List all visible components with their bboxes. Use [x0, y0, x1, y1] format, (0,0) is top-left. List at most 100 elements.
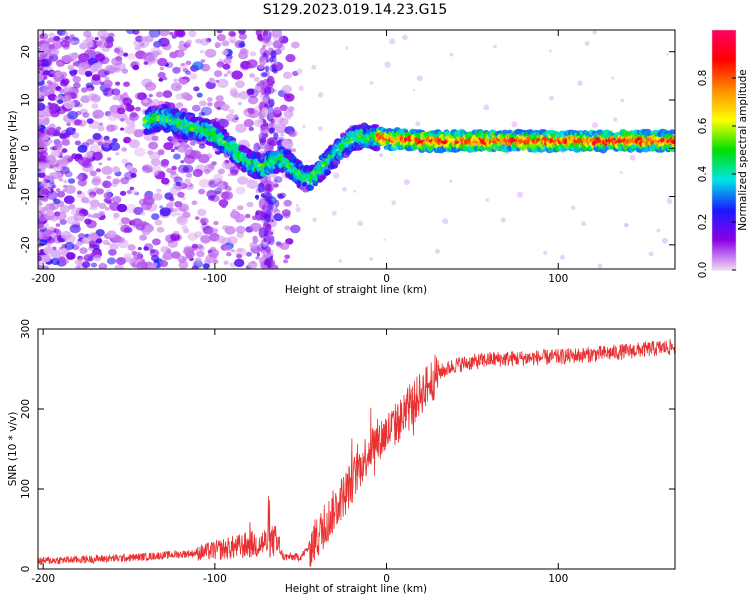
spectrogram-cell — [95, 53, 105, 62]
spectrogram-cell — [120, 127, 125, 131]
spectrogram-cell — [172, 66, 181, 74]
spectrogram-cell — [115, 81, 121, 86]
spectrogram-ridge-cell — [255, 152, 262, 157]
spectrogram-cell — [38, 131, 44, 140]
spectrogram-cell — [107, 112, 119, 122]
spectrogram-cell — [244, 213, 251, 219]
spectrogram-cell — [253, 142, 261, 153]
spectrogram-cell — [173, 230, 180, 236]
spectrogram-ridge-cell — [668, 129, 675, 135]
spectrogram-cell — [186, 39, 193, 45]
spectrogram-cell — [69, 34, 75, 39]
spectrogram-cell — [169, 197, 175, 202]
spectrogram-cell — [183, 145, 193, 153]
spectrogram-cell — [584, 41, 590, 46]
spectrogram-cell — [246, 251, 252, 257]
spectrogram-cell — [216, 61, 225, 68]
spectrogram-cell — [170, 82, 182, 92]
spectrogram-cell — [61, 139, 70, 146]
spectrogram-ridge-cell — [215, 123, 221, 128]
spectrogram-cell — [192, 104, 201, 112]
spectrogram-cell — [128, 139, 140, 149]
spectrogram-cell — [265, 191, 273, 203]
spectrogram-cell — [218, 199, 229, 207]
spectrogram-cell — [175, 181, 182, 187]
spectrogram-cell — [70, 53, 78, 59]
spectrogram-cell — [165, 234, 176, 243]
spectrogram-cell — [70, 58, 75, 62]
spectrogram-cell — [217, 168, 225, 175]
spectrogram-cell — [94, 37, 99, 41]
spectrogram-cell — [99, 122, 104, 126]
spectrogram-cell — [199, 217, 209, 225]
spectrogram-cell — [215, 235, 226, 244]
spectrogram-cell — [51, 184, 57, 189]
spectrogram-cell — [177, 212, 182, 217]
spectrogram-cell — [77, 233, 86, 240]
spectrogram-cell — [157, 149, 165, 156]
spectrogram-cell — [163, 142, 174, 151]
spectrogram-cell — [159, 66, 165, 71]
spectrogram-ridge-cell — [671, 136, 675, 140]
spectrogram-cell — [62, 31, 69, 37]
spectrogram-cell — [151, 165, 162, 174]
spectrogram-cell — [39, 59, 49, 67]
spectrogram-cell — [597, 263, 603, 269]
spectrogram-cell — [76, 174, 84, 181]
spectrogram-cell — [48, 139, 53, 144]
spectrogram-cell — [265, 70, 270, 77]
spectrogram-cell — [56, 61, 64, 68]
colorbar-tick-label: 0.8 — [697, 70, 709, 87]
spectrogram-cell — [237, 176, 249, 185]
spectrogram-cell — [194, 257, 202, 264]
y-tick-label: 300 — [20, 319, 32, 339]
spectrogram-cell — [592, 30, 597, 35]
spectrogram-cell — [56, 191, 66, 198]
spectrogram-cell — [225, 159, 230, 163]
spectrogram-cell — [45, 155, 57, 165]
spectrogram-cell — [48, 103, 60, 112]
spectrogram-cell — [270, 30, 283, 38]
spectrogram-cell — [223, 73, 228, 77]
spectrogram-cell — [99, 262, 106, 267]
spectrogram-cell — [177, 191, 185, 198]
spectrogram-cell — [192, 168, 203, 178]
spectrogram-cell — [162, 90, 173, 98]
spectrogram-cell — [123, 253, 133, 261]
spectrogram-cell — [171, 251, 181, 259]
spectrogram-cell — [124, 125, 136, 135]
spectrogram-cell — [258, 55, 267, 67]
spectrogram-cell — [272, 40, 284, 49]
spectrogram-cell — [246, 179, 259, 189]
spectrogram-cell — [183, 228, 190, 234]
spectrogram-cell — [483, 104, 490, 111]
spectrogram-cell — [298, 85, 304, 92]
spectrogram-cell — [40, 181, 48, 188]
spectrogram-cell — [274, 199, 280, 208]
snr-frame — [37, 328, 676, 570]
spectrogram-cell — [214, 187, 223, 194]
spectrogram-cell — [79, 247, 88, 255]
spectrogram-cell — [116, 257, 126, 266]
spectrogram-cell — [77, 159, 83, 164]
spectrogram-cell — [38, 141, 45, 148]
spectrogram-cell — [91, 151, 103, 161]
spectrogram-cell — [120, 118, 125, 122]
spectrogram-cell — [261, 107, 269, 117]
spectrogram-cell — [193, 86, 200, 92]
spectrogram-cell — [225, 113, 236, 122]
spectrogram-ridge-cell — [301, 181, 308, 187]
spectrogram-cell — [134, 106, 141, 112]
spectrogram-cell — [403, 179, 410, 186]
spectrogram-cell — [118, 222, 124, 226]
spectrogram-cell — [272, 33, 284, 42]
spectrogram-cell — [87, 87, 93, 92]
spectrogram-cell — [270, 172, 277, 179]
spectrogram-cell — [353, 189, 356, 193]
spectrogram-cell — [174, 49, 185, 58]
spectrogram-cell — [55, 188, 61, 193]
spectrogram-cell — [84, 218, 92, 225]
spectrogram-cell — [415, 121, 421, 127]
spectrogram-cell — [449, 52, 454, 57]
